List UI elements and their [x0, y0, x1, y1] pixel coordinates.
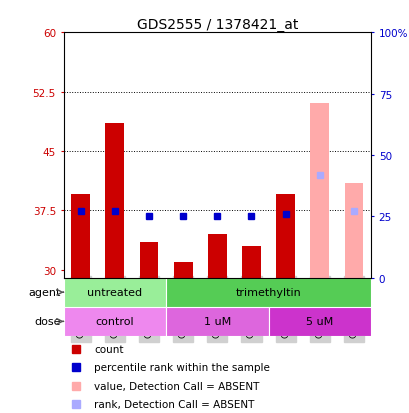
Text: percentile rank within the sample: percentile rank within the sample [94, 363, 270, 373]
Text: count: count [94, 344, 124, 354]
Bar [173, 262, 192, 278]
Bar [63, 307, 166, 336]
Bar [63, 278, 166, 307]
Title: GDS2555 / 1378421_at: GDS2555 / 1378421_at [136, 18, 297, 32]
Text: agent: agent [28, 287, 61, 297]
Bar [166, 307, 268, 336]
Bar [276, 195, 294, 278]
Bar [207, 235, 226, 278]
Bar [268, 307, 370, 336]
Text: control: control [95, 317, 134, 327]
Bar [105, 124, 124, 278]
Text: dose: dose [34, 317, 61, 327]
Bar [310, 104, 328, 278]
Bar [139, 242, 158, 278]
Bar [71, 195, 90, 278]
Text: 1 uM: 1 uM [203, 317, 230, 327]
Text: rank, Detection Call = ABSENT: rank, Detection Call = ABSENT [94, 399, 254, 409]
Bar [344, 183, 362, 278]
Bar [241, 247, 260, 278]
Bar [166, 278, 370, 307]
Text: trimethyltin: trimethyltin [235, 287, 301, 297]
Text: value, Detection Call = ABSENT: value, Detection Call = ABSENT [94, 381, 259, 391]
Text: 5 uM: 5 uM [306, 317, 333, 327]
Text: untreated: untreated [87, 287, 142, 297]
